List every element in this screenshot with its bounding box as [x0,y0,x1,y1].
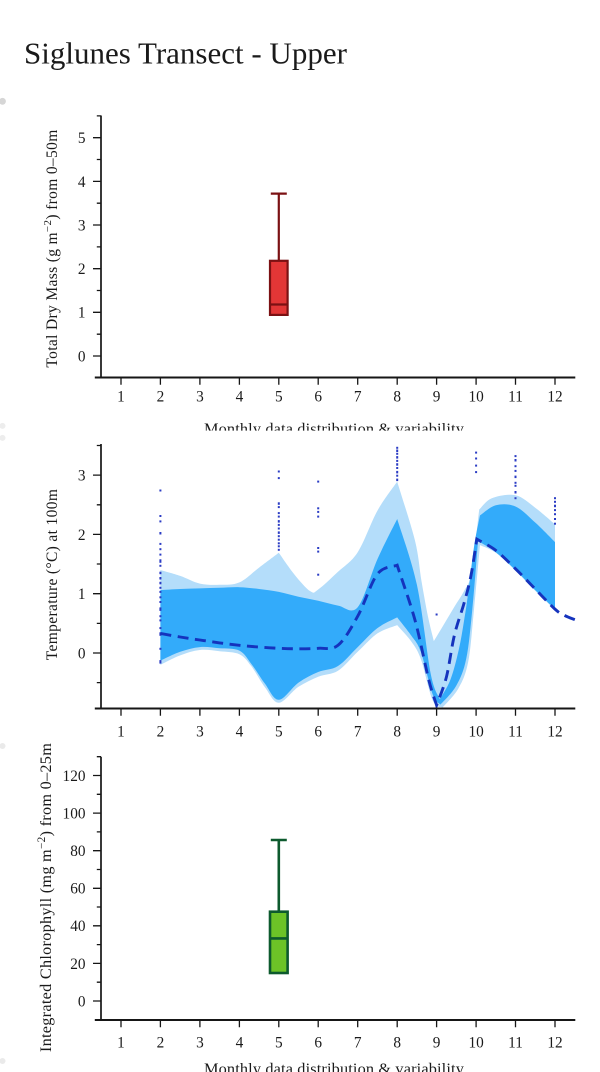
svg-text:12: 12 [547,724,562,741]
svg-text:Temperature (°C) at 100m: Temperature (°C) at 100m [44,489,61,660]
svg-text:2: 2 [157,1035,165,1052]
svg-text:80: 80 [70,843,86,860]
svg-text:7: 7 [354,724,362,741]
svg-text:10: 10 [468,724,484,741]
svg-text:2: 2 [78,261,86,278]
svg-text:Monthly data distribution & va: Monthly data distribution & variability [204,1059,465,1072]
svg-text:0: 0 [78,348,86,365]
svg-text:Siglunes Transect - Upper: Siglunes Transect - Upper [24,36,348,71]
svg-text:Total Dry Mass (g m−2) from 0–: Total Dry Mass (g m−2) from 0–50m [42,129,61,367]
svg-text:1: 1 [78,586,86,603]
svg-text:120: 120 [63,768,86,785]
svg-text:5: 5 [275,389,283,406]
svg-text:5: 5 [275,724,283,741]
svg-text:9: 9 [433,1035,441,1052]
svg-text:0: 0 [78,645,86,662]
svg-text:12: 12 [547,389,562,406]
svg-text:10: 10 [468,1035,484,1052]
svg-text:40: 40 [70,918,86,935]
svg-text:1: 1 [117,1035,125,1052]
svg-text:0: 0 [78,993,86,1010]
svg-text:5: 5 [275,1035,283,1052]
svg-text:2: 2 [157,724,165,741]
svg-text:8: 8 [393,389,401,406]
svg-text:3: 3 [196,1035,204,1052]
svg-text:6: 6 [314,389,322,406]
svg-text:9: 9 [433,724,441,741]
svg-text:60: 60 [70,881,86,898]
svg-text:8: 8 [393,1035,401,1052]
svg-text:8: 8 [393,724,401,741]
svg-text:3: 3 [78,468,86,485]
svg-text:2: 2 [78,527,86,544]
svg-text:4: 4 [236,724,244,741]
svg-text:9: 9 [433,389,441,406]
svg-text:7: 7 [354,1035,362,1052]
svg-text:11: 11 [508,724,523,741]
svg-text:7: 7 [354,389,362,406]
svg-text:3: 3 [78,217,86,234]
svg-text:20: 20 [70,956,86,973]
svg-text:1: 1 [117,724,125,741]
svg-text:6: 6 [314,1035,322,1052]
svg-text:6: 6 [314,724,322,741]
svg-text:11: 11 [508,1035,523,1052]
svg-text:4: 4 [78,174,86,191]
svg-text:1: 1 [117,389,125,406]
svg-text:5: 5 [78,130,86,147]
svg-text:2: 2 [157,389,165,406]
svg-text:3: 3 [196,724,204,741]
svg-text:4: 4 [236,1035,244,1052]
svg-text:4: 4 [236,389,244,406]
svg-text:10: 10 [468,389,484,406]
svg-text:100: 100 [63,806,86,823]
svg-text:3: 3 [196,389,204,406]
svg-text:11: 11 [508,389,523,406]
svg-text:Monthly data distribution & va: Monthly data distribution & variability [204,419,465,438]
svg-text:1: 1 [78,305,86,322]
svg-text:12: 12 [547,1035,562,1052]
svg-text:Integrated Chlorophyll (mg m−2: Integrated Chlorophyll (mg m−2) from 0–2… [36,743,55,1052]
